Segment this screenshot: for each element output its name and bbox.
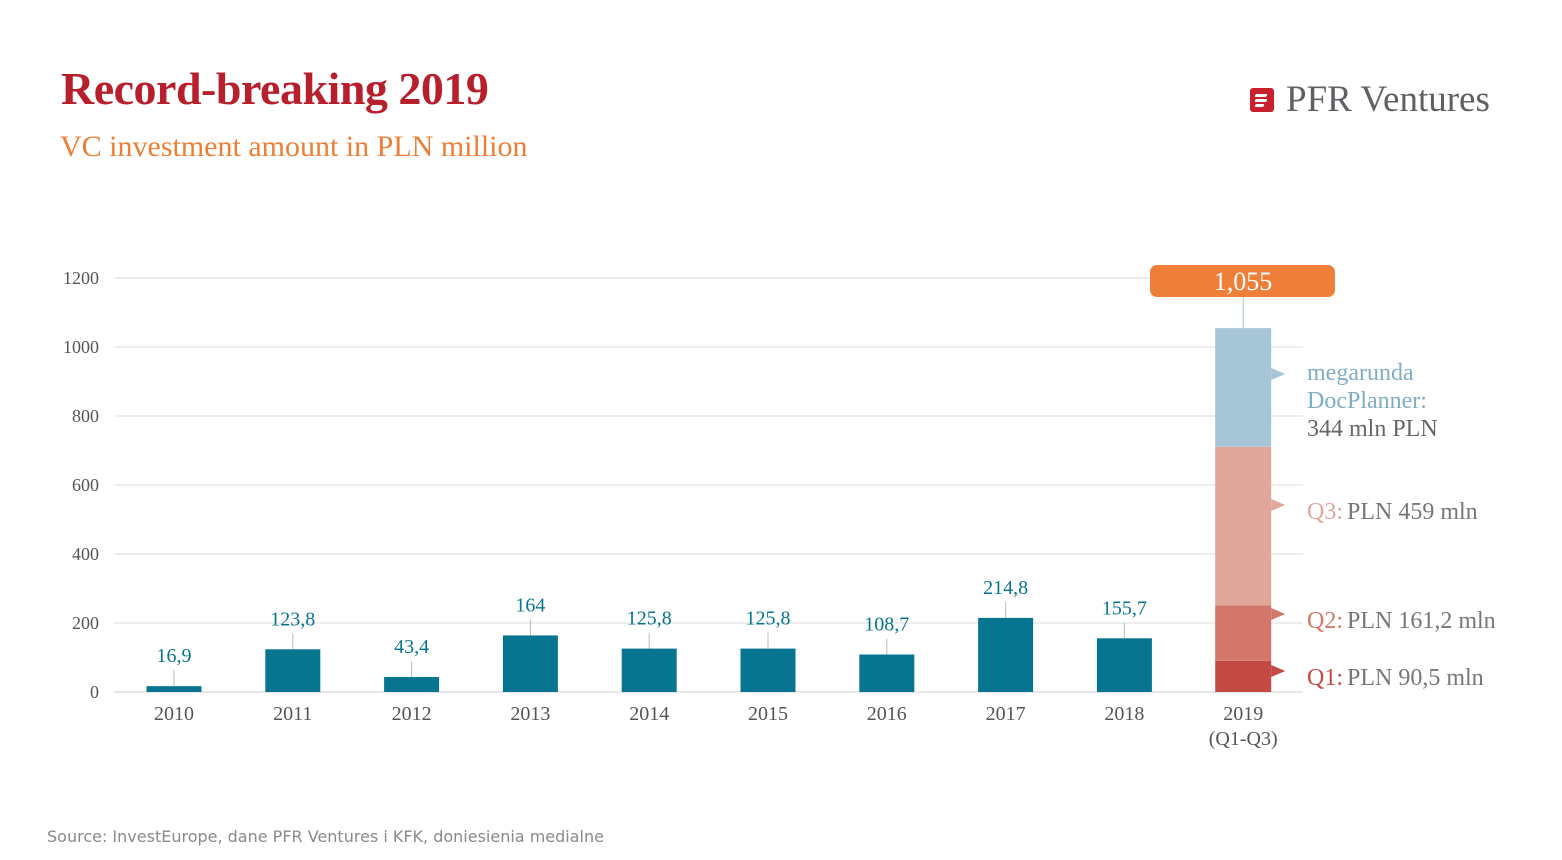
segment-prefix: Q2: [1307, 608, 1343, 634]
y-tick-label: 600 [72, 475, 99, 495]
segment-label: PLN 90,5 mln [1347, 665, 1484, 691]
segment-prefix: Q1: [1307, 665, 1343, 691]
x-tick-label: 2013 [510, 703, 550, 725]
y-tick-label: 1000 [63, 337, 99, 357]
stacked-segment [1215, 660, 1272, 692]
x-tick-label: 2015 [748, 703, 788, 725]
bar [740, 648, 796, 692]
y-tick-label: 0 [90, 682, 99, 702]
y-tick-label: 200 [72, 613, 99, 633]
pointer-arrow [1271, 665, 1286, 677]
segment-text: Q2: PLN 161,2 mln [1307, 608, 1496, 634]
data-label: 155,7 [1102, 597, 1147, 619]
data-label: 43,4 [394, 636, 429, 658]
logo-icon [1250, 87, 1274, 112]
bar [1096, 638, 1152, 692]
data-label: 125,8 [746, 608, 791, 630]
total-label: 1,055 [1214, 267, 1273, 296]
segment-prefix: DocPlanner: [1307, 388, 1427, 414]
data-label: 123,8 [270, 608, 315, 630]
data-label: 16,9 [157, 645, 192, 667]
x-tick-label: 2016 [867, 703, 907, 725]
pointer-arrow [1271, 499, 1286, 511]
y-tick-label: 1200 [63, 268, 99, 288]
y-tick-label: 800 [72, 406, 99, 426]
y-tick-label: 400 [72, 544, 99, 564]
x-tick-label: (Q1-Q3) [1209, 728, 1278, 750]
x-tick-label: 2011 [273, 703, 312, 725]
bar [978, 617, 1034, 692]
pointer-arrow [1271, 368, 1286, 380]
x-tick-label: 2010 [154, 703, 194, 725]
page-title: Record-breaking 2019 [61, 63, 489, 114]
stacked-segment [1215, 328, 1272, 447]
x-tick-label: 2018 [1104, 703, 1144, 725]
page-subtitle: VC investment amount in PLN million [60, 130, 528, 163]
x-tick-label: 2017 [986, 703, 1026, 725]
total-badge [1150, 265, 1335, 297]
source-note: Source: InvestEurope, dane PFR Ventures … [47, 827, 604, 846]
segment-label: 344 mln PLN [1307, 416, 1438, 442]
x-tick-label: 2012 [392, 703, 432, 725]
segment-prefix: Q3: [1307, 499, 1343, 525]
data-label: 125,8 [627, 608, 672, 630]
segment-prefix: megarunda [1307, 360, 1414, 386]
stacked-segment [1215, 446, 1272, 606]
bar [265, 649, 321, 692]
pointer-arrow [1271, 608, 1286, 620]
segment-label: PLN 459 mln [1347, 499, 1478, 525]
bar [859, 654, 915, 692]
x-tick-label: 2019 [1223, 703, 1263, 725]
bar [621, 648, 677, 692]
logo-text: PFR Ventures [1286, 79, 1490, 120]
bar [146, 686, 202, 692]
segment-label: PLN 161,2 mln [1347, 608, 1496, 634]
segment-text: Q1: PLN 90,5 mln [1307, 665, 1484, 691]
segment-text: Q3: PLN 459 mln [1307, 499, 1478, 525]
logo: PFR Ventures [1250, 78, 1490, 121]
bar [384, 677, 440, 692]
stacked-segment [1215, 605, 1272, 661]
bar [502, 635, 558, 692]
x-tick-label: 2014 [629, 703, 669, 725]
data-label: 164 [515, 594, 545, 616]
data-label: 214,8 [983, 577, 1028, 599]
data-label: 108,7 [864, 613, 909, 635]
